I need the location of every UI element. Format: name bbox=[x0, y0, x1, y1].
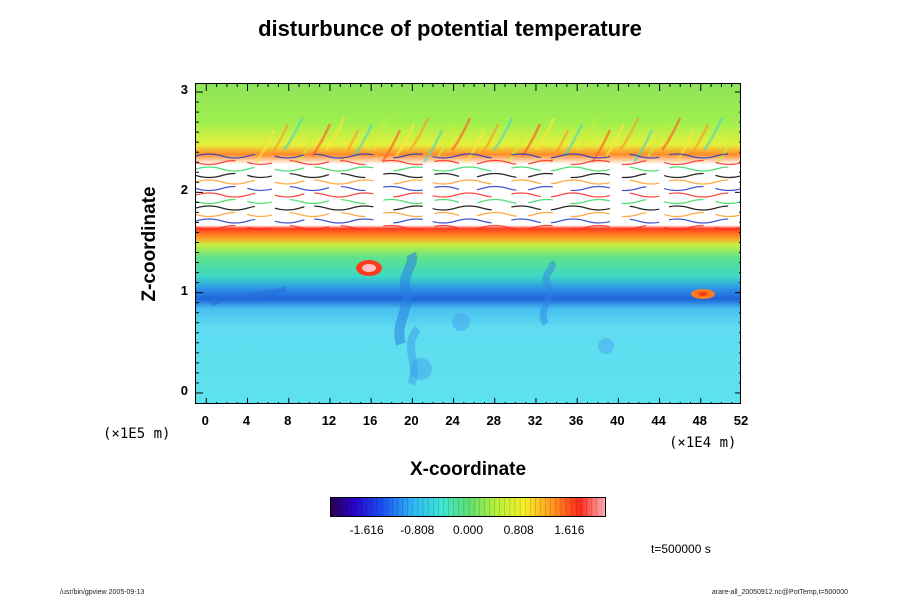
saturated-band-contours bbox=[196, 153, 740, 231]
wave-streak bbox=[409, 117, 430, 151]
x-tick-label: 48 bbox=[692, 413, 708, 428]
band-contour bbox=[196, 192, 740, 198]
chart-title: disturbunce of potential temperature bbox=[258, 16, 642, 41]
heatmap-field bbox=[196, 84, 740, 403]
x-tick-label: 0 bbox=[201, 413, 209, 428]
band-contour bbox=[196, 172, 740, 179]
y-tick-label: 0 bbox=[180, 382, 188, 398]
x-tick-label: 24 bbox=[445, 413, 460, 428]
band-contour bbox=[196, 218, 740, 224]
wave-streak bbox=[283, 117, 304, 151]
x-tick-label: 40 bbox=[610, 413, 625, 428]
x-tick-label: 12 bbox=[321, 413, 337, 428]
wave-streak bbox=[605, 123, 626, 157]
wave-streak bbox=[297, 129, 318, 163]
wave-streak bbox=[619, 117, 640, 151]
wave-streak bbox=[647, 123, 668, 157]
footer-left: /usr/bin/gpview 2005-09-13 bbox=[60, 589, 145, 596]
wave-streak bbox=[451, 117, 472, 151]
plot-area bbox=[195, 83, 741, 404]
band-contour bbox=[196, 153, 740, 159]
warm-anomaly-blobs bbox=[356, 260, 715, 299]
colorbar-tick-label: 1.616 bbox=[554, 523, 585, 537]
y-tick-label: 2 bbox=[180, 182, 188, 198]
wave-streak bbox=[689, 123, 710, 157]
band-contour bbox=[196, 185, 740, 192]
band-contour bbox=[196, 211, 740, 218]
wave-streak bbox=[661, 117, 682, 151]
colorbar-tick-label: 0.808 bbox=[503, 523, 534, 537]
wave-streak bbox=[269, 123, 290, 157]
colorbar-gradient bbox=[331, 498, 605, 516]
wave-streak bbox=[437, 123, 458, 157]
band-contour bbox=[196, 179, 740, 185]
band-contour bbox=[196, 166, 740, 172]
colorbar bbox=[330, 497, 606, 517]
wave-streak bbox=[577, 117, 598, 151]
footer-right: arare-all_20050912.nc@PotTemp,t=500000 bbox=[711, 589, 848, 596]
wave-streak bbox=[367, 117, 388, 151]
wave-streak bbox=[591, 129, 612, 163]
wave-streak bbox=[395, 123, 416, 157]
wave-streak bbox=[381, 129, 402, 163]
y-tick-label: 1 bbox=[180, 282, 188, 298]
wave-streak bbox=[325, 117, 346, 151]
upper-wave-streaks bbox=[255, 117, 738, 163]
x-scale-label: (×1E4 m) bbox=[669, 435, 737, 451]
wave-streak bbox=[353, 123, 374, 157]
colorbar-tick-label: -1.616 bbox=[349, 523, 384, 537]
y-axis-label: Z-coordinate bbox=[139, 186, 160, 302]
wave-streak bbox=[535, 117, 556, 151]
wave-streak bbox=[507, 129, 528, 163]
colorbar-tick-label: -0.808 bbox=[400, 523, 435, 537]
wave-streak bbox=[717, 129, 738, 163]
x-tick-label: 28 bbox=[486, 413, 501, 428]
x-tick-label: 52 bbox=[733, 413, 749, 428]
time-annotation: t=500000 s bbox=[651, 542, 711, 556]
wave-streak bbox=[255, 129, 276, 163]
x-tick-label: 16 bbox=[362, 413, 378, 428]
x-tick-label: 20 bbox=[404, 413, 419, 428]
wave-streak bbox=[311, 123, 332, 157]
cold-plumes bbox=[209, 251, 614, 386]
wave-streak bbox=[493, 117, 514, 151]
wave-streak bbox=[479, 123, 500, 157]
wave-streak bbox=[465, 129, 486, 163]
wave-streak bbox=[633, 129, 654, 163]
x-axis-label: X-coordinate bbox=[409, 459, 527, 480]
wave-streak bbox=[703, 117, 724, 151]
x-tick-label: 32 bbox=[527, 413, 543, 428]
wave-streak bbox=[675, 129, 696, 163]
field-background bbox=[196, 84, 740, 403]
band-contour bbox=[196, 205, 740, 211]
y-tick-label: 3 bbox=[180, 82, 188, 98]
x-tick-label: 8 bbox=[284, 413, 292, 428]
band-contour bbox=[196, 224, 740, 231]
x-tick-label: 36 bbox=[568, 413, 584, 428]
x-tick-label: 44 bbox=[651, 413, 666, 428]
wave-streak bbox=[423, 129, 444, 163]
x-tick-label: 4 bbox=[242, 413, 251, 428]
band-contour bbox=[196, 159, 740, 166]
y-scale-label: (×1E5 m) bbox=[103, 426, 171, 442]
band-contour bbox=[196, 198, 740, 205]
colorbar-tick-label: 0.000 bbox=[452, 523, 484, 537]
